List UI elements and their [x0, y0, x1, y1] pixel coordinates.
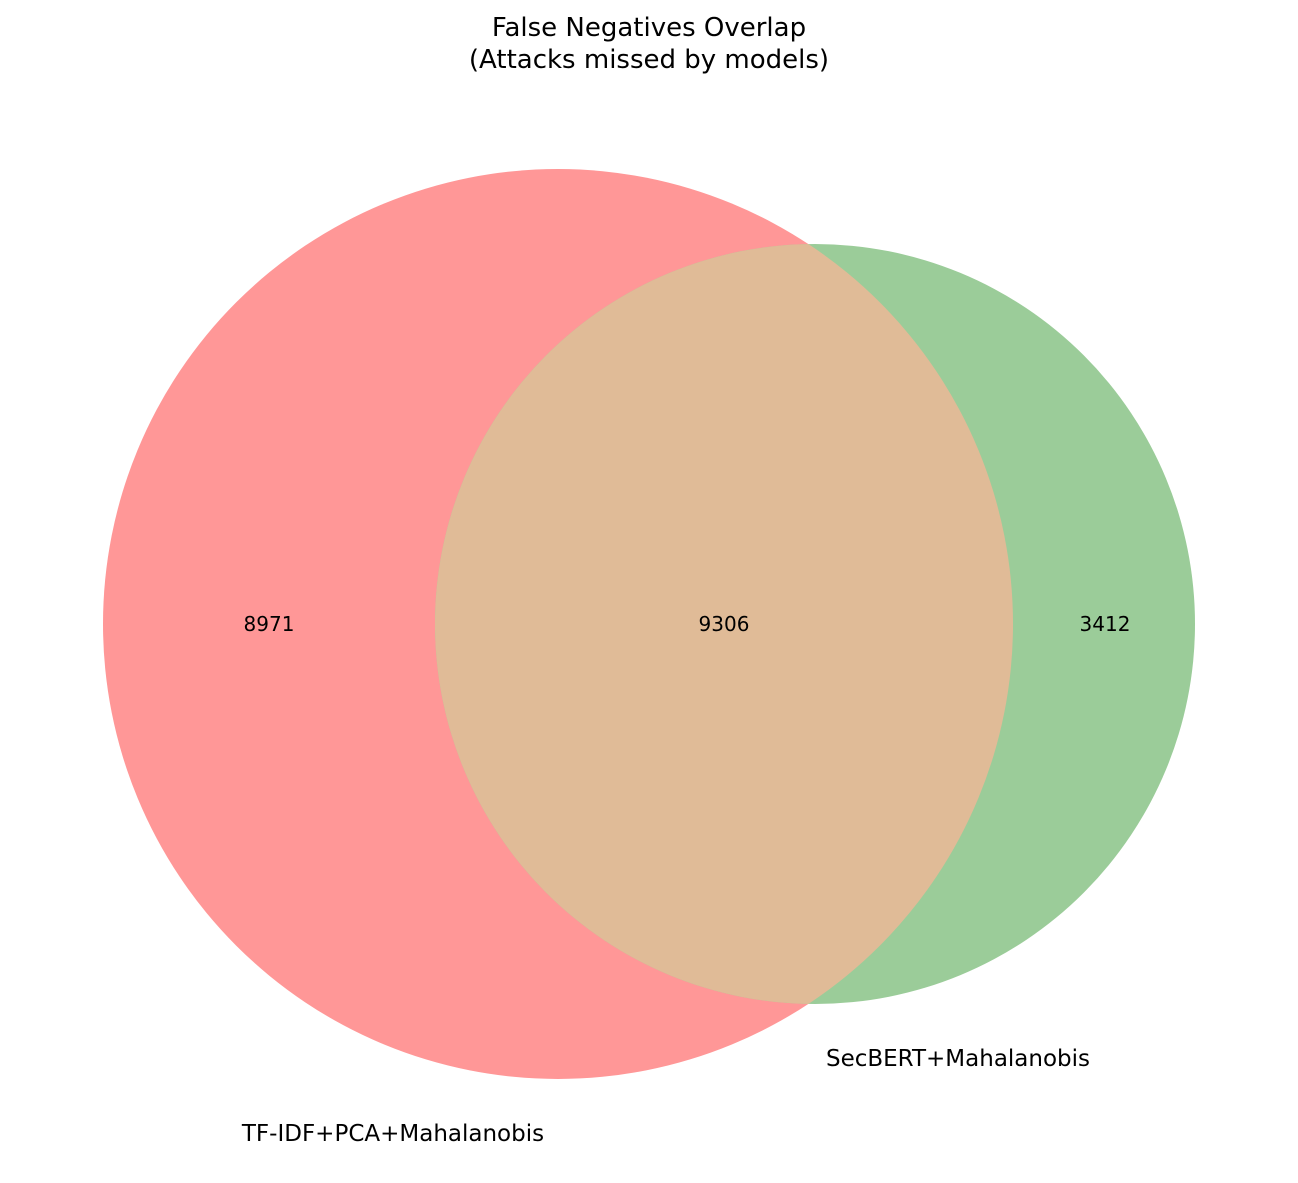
venn-set-label-secbert: SecBERT+Mahalanobis: [826, 1046, 1090, 1072]
venn-count-intersection: 9306: [699, 612, 750, 636]
chart-title-line-1: False Negatives Overlap: [492, 13, 806, 43]
chart-title-line-2: (Attacks missed by models): [469, 45, 829, 75]
venn-count-secbert-only: 3412: [1080, 612, 1131, 636]
venn-set-label-tfidf: TF-IDF+PCA+Mahalanobis: [241, 1121, 544, 1147]
venn-count-tfidf-only: 8971: [244, 612, 295, 636]
